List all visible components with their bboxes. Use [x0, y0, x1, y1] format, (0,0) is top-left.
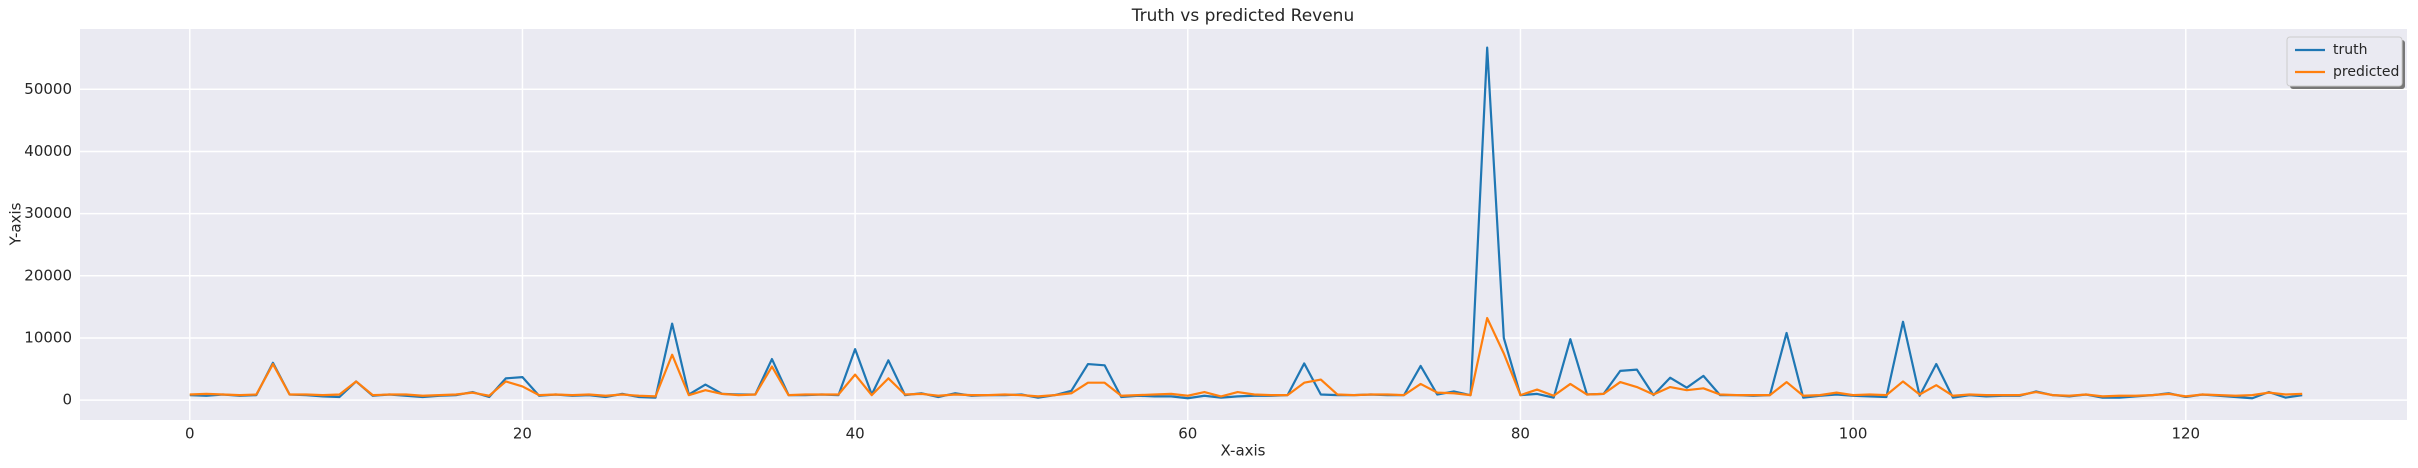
x-tick-label: 0: [185, 425, 195, 443]
x-tick-label: 80: [1511, 425, 1530, 443]
x-tick-label: 100: [1839, 425, 1868, 443]
y-tick-label: 40000: [24, 142, 72, 160]
y-tick-label: 30000: [24, 204, 72, 222]
y-tick-label: 20000: [24, 266, 72, 284]
y-tick-label: 0: [62, 391, 72, 409]
x-tick-label: 20: [513, 425, 532, 443]
x-axis-label: X-axis: [1221, 442, 1266, 460]
chart-title: Truth vs predicted Revenu: [1131, 6, 1354, 26]
plot-area: [80, 29, 2407, 420]
y-axis-label: Y-axis: [7, 202, 25, 246]
x-tick-label: 40: [846, 425, 865, 443]
series-line: [189, 316, 2303, 398]
grid: [80, 29, 2407, 420]
x-tick-label: 60: [1178, 425, 1197, 443]
y-tick-label: 50000: [24, 80, 72, 98]
legend-label: truth: [2333, 42, 2367, 58]
legend-label: predicted: [2333, 64, 2399, 80]
lines: [189, 46, 2303, 400]
y-tick-label: 10000: [24, 328, 72, 346]
x-tick-label: 120: [2171, 425, 2200, 443]
